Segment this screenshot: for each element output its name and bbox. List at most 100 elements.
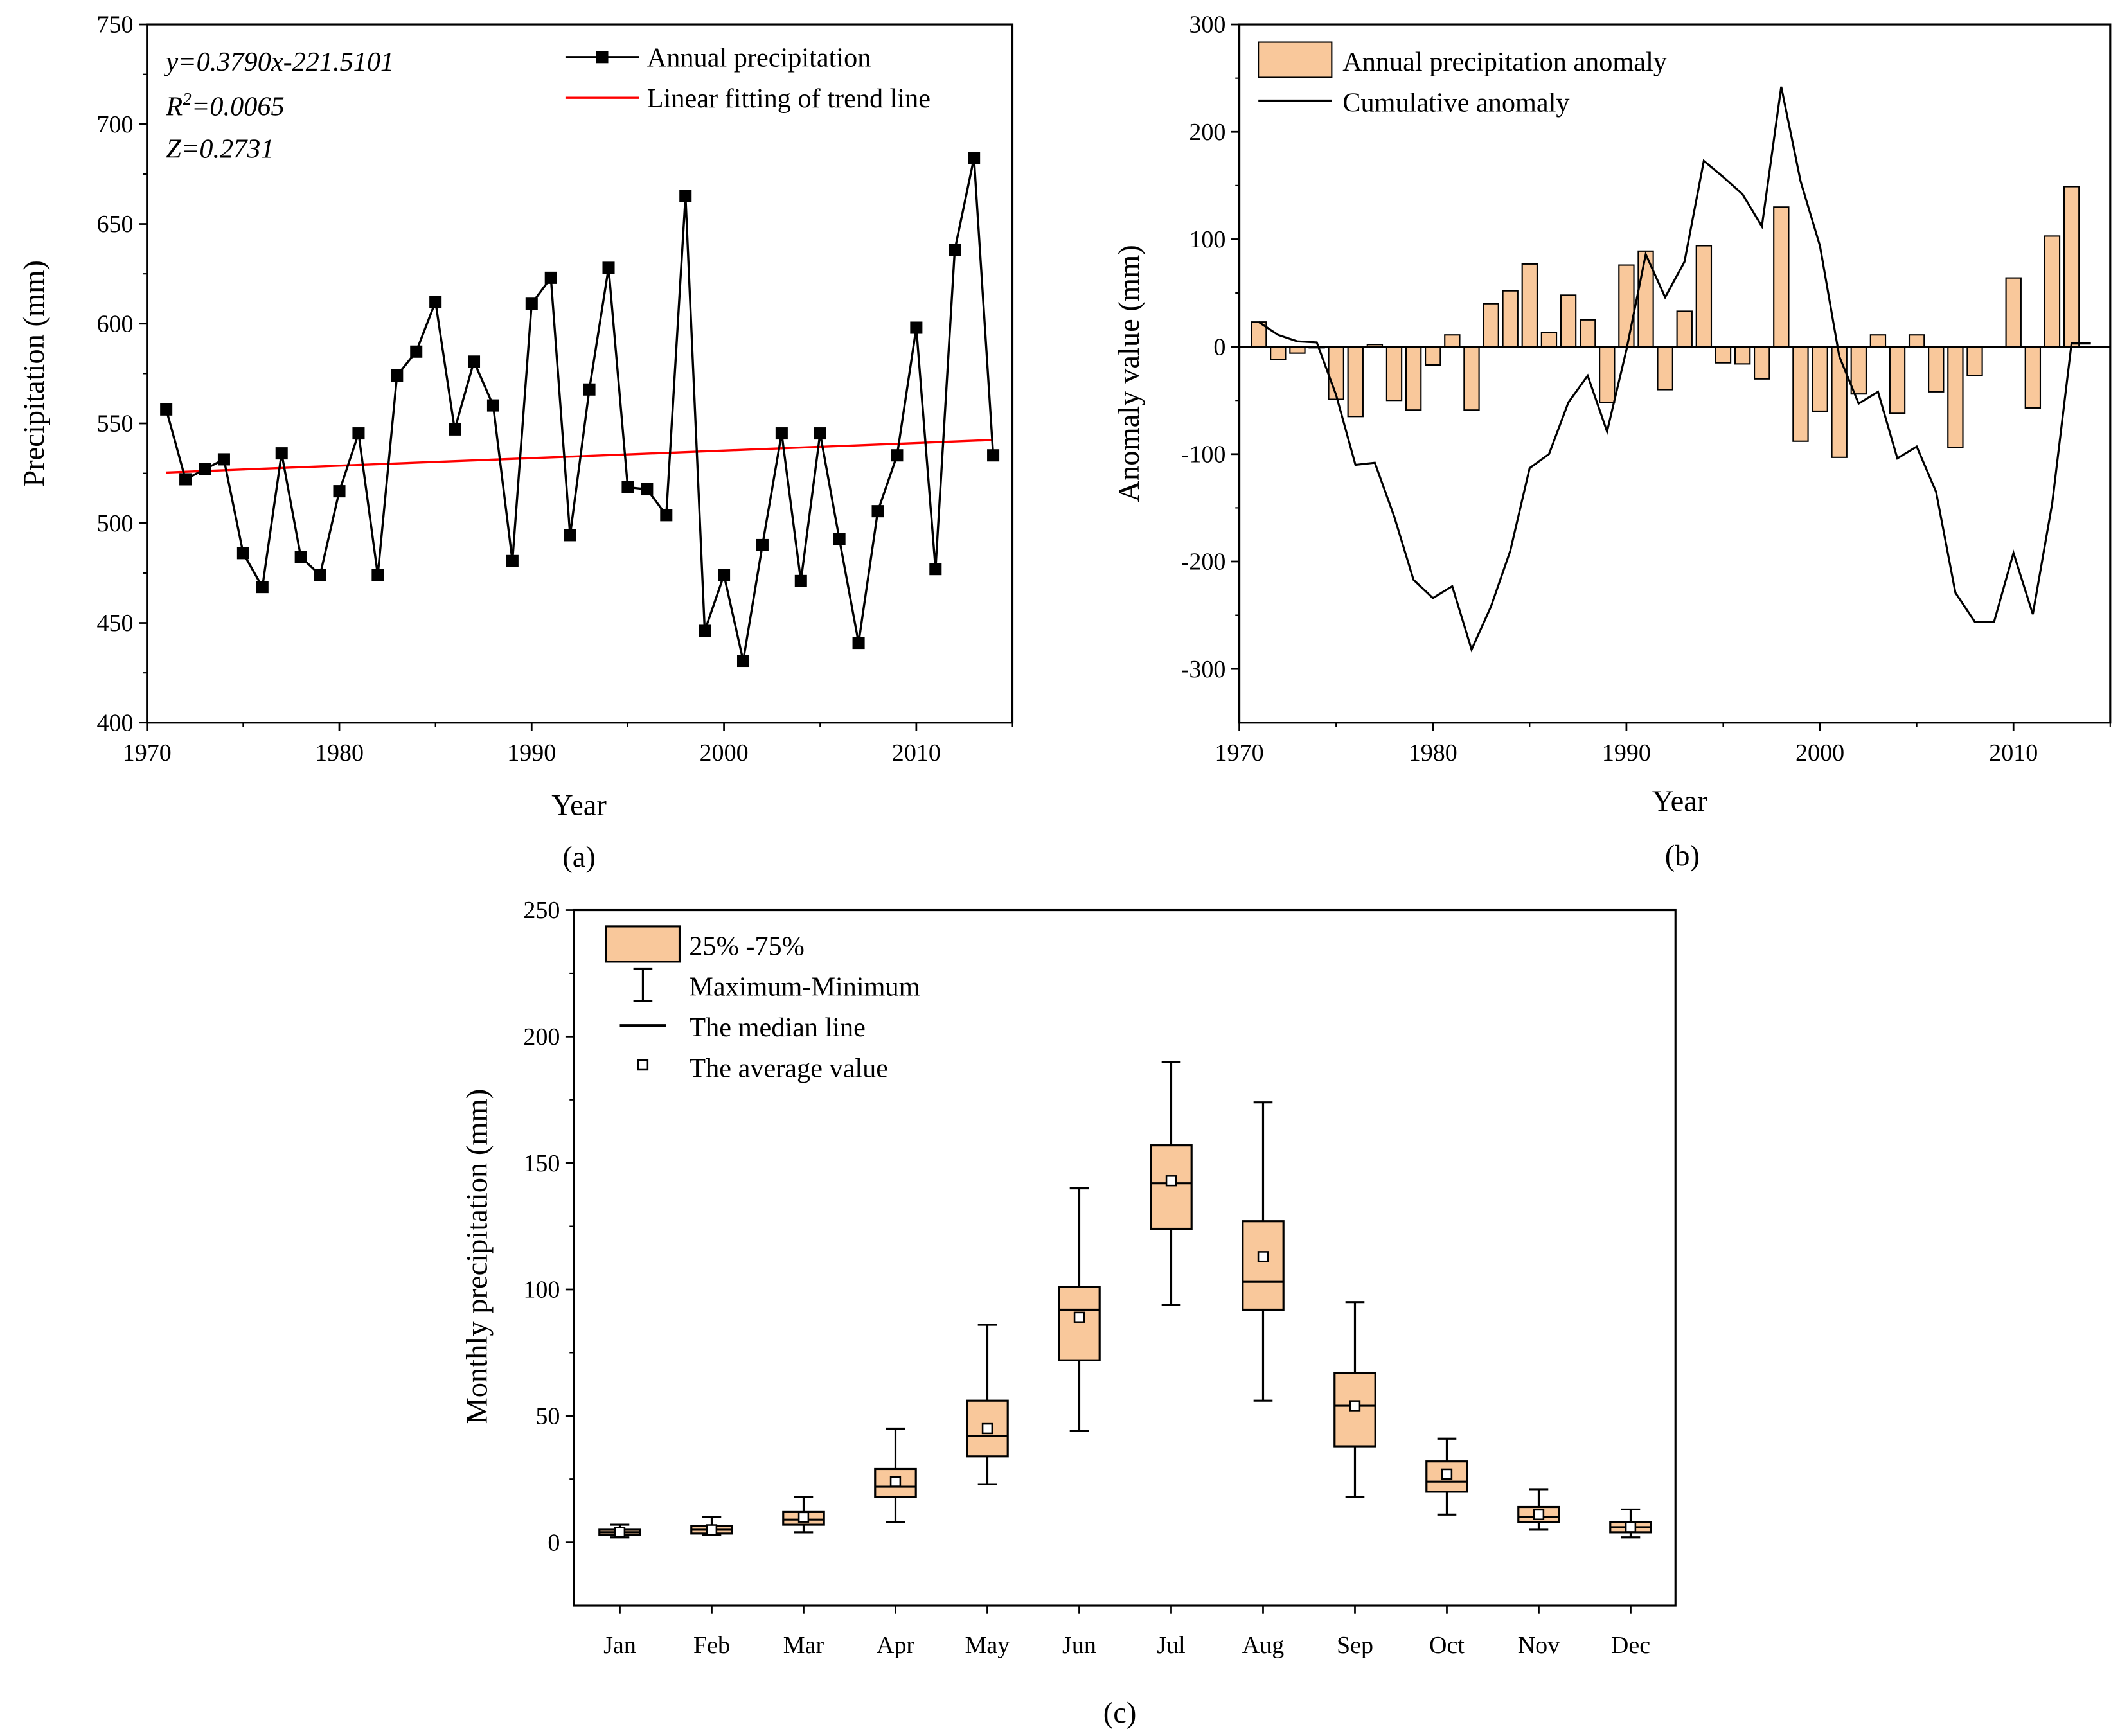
anomaly-bar xyxy=(1463,346,1480,411)
data-point xyxy=(333,485,346,498)
caption: (a) xyxy=(562,841,596,874)
legend-label: The average value xyxy=(689,1054,888,1084)
mean-marker xyxy=(614,1527,626,1538)
iqr-box xyxy=(1150,1144,1193,1230)
x-tick-label: 2000 xyxy=(700,740,749,766)
y-tick-label: 750 xyxy=(97,12,134,39)
y-tick-label: 600 xyxy=(97,310,134,337)
y-axis-label: Precipitation (mm) xyxy=(18,260,51,487)
y-tick-label: 700 xyxy=(97,111,134,138)
y-tick-label: 100 xyxy=(1189,226,1225,253)
anomaly-bar xyxy=(1579,319,1596,348)
caption: (b) xyxy=(1665,840,1700,872)
data-point xyxy=(371,569,384,581)
x-tick-label: Aug xyxy=(1242,1632,1285,1659)
x-tick-label: Mar xyxy=(783,1632,824,1659)
data-point xyxy=(179,473,192,486)
data-point xyxy=(718,569,731,581)
anomaly-bar xyxy=(2005,277,2022,348)
data-point xyxy=(699,624,711,637)
mean-marker xyxy=(981,1422,993,1435)
precipitation-line xyxy=(165,157,995,661)
y-tick-label: 150 xyxy=(523,1150,560,1177)
mean-marker xyxy=(1349,1400,1361,1412)
anomaly-bar xyxy=(1289,346,1306,354)
mean-marker xyxy=(1257,1251,1269,1262)
data-point xyxy=(236,547,249,560)
y-tick-label: 100 xyxy=(523,1277,560,1304)
mean-marker xyxy=(1165,1175,1177,1187)
r-label: R xyxy=(165,92,183,122)
x-tick-label: 1980 xyxy=(1409,740,1457,766)
data-point xyxy=(794,574,807,587)
data-point xyxy=(275,447,288,460)
iqr-box xyxy=(1242,1220,1285,1311)
data-point xyxy=(736,655,750,668)
z-statistic-label: Z=0.2731 xyxy=(166,134,274,164)
anomaly-bar xyxy=(1869,334,1887,348)
data-point xyxy=(294,551,307,563)
anomaly-bar xyxy=(1850,346,1867,395)
data-point xyxy=(544,271,557,284)
y-tick-label: 300 xyxy=(1189,12,1225,39)
mean-marker xyxy=(1441,1468,1453,1480)
anomaly-bar xyxy=(1966,346,1983,376)
data-point xyxy=(871,505,884,518)
x-tick-label: May xyxy=(965,1632,1010,1659)
y-tick-label: -200 xyxy=(1181,549,1226,576)
anomaly-bar xyxy=(1831,346,1848,458)
plot-frame xyxy=(1238,23,2112,724)
data-point xyxy=(314,569,326,581)
data-point xyxy=(891,449,904,462)
mean-marker xyxy=(797,1511,810,1523)
y-tick-label: -100 xyxy=(1181,441,1226,468)
data-point xyxy=(949,244,961,256)
legend-label: 25% -75% xyxy=(689,931,805,961)
data-point xyxy=(987,449,1000,462)
x-tick-label: Feb xyxy=(693,1632,730,1659)
anomaly-bar xyxy=(1502,290,1519,348)
data-point xyxy=(775,427,788,440)
cumulative-anomaly-line xyxy=(1258,86,2091,653)
y-axis-label: Anomaly value (mm) xyxy=(1113,245,1146,502)
data-point xyxy=(833,533,846,545)
data-point xyxy=(641,483,654,496)
data-point xyxy=(256,581,269,594)
legend-label: Annual precipitation anomaly xyxy=(1342,47,1667,77)
r2-value: =0.0065 xyxy=(192,92,285,122)
anomaly-bar xyxy=(1773,206,1790,348)
data-point xyxy=(968,152,981,164)
data-point xyxy=(679,190,692,202)
anomaly-bar xyxy=(1347,346,1364,418)
anomaly-bar xyxy=(1657,346,1673,391)
data-point xyxy=(352,427,365,440)
anomaly-bar xyxy=(1270,346,1287,360)
data-point xyxy=(852,637,865,650)
anomaly-bar xyxy=(1521,263,1538,348)
y-tick-label: 450 xyxy=(97,610,134,637)
data-point xyxy=(449,423,461,436)
data-point xyxy=(602,261,615,274)
legend-label: Annual precipitation xyxy=(647,43,871,73)
legend-label: Linear fitting of trend line xyxy=(647,84,931,114)
anomaly-bar xyxy=(1540,332,1558,348)
anomaly-bar xyxy=(1618,264,1635,348)
x-tick-label: Apr xyxy=(877,1632,914,1659)
anomaly-bar xyxy=(1676,310,1693,348)
anomaly-bar xyxy=(1425,346,1441,366)
data-point xyxy=(410,345,423,358)
anomaly-bar xyxy=(1695,245,1713,348)
data-point xyxy=(217,453,230,466)
x-tick-label: 1990 xyxy=(507,740,556,766)
legend-bar-icon xyxy=(1258,41,1333,78)
x-axis-label: Year xyxy=(1652,785,1707,818)
x-tick-label: 2010 xyxy=(1989,740,2038,766)
data-point xyxy=(506,554,519,567)
y-tick-label: 400 xyxy=(97,709,134,736)
anomaly-bar xyxy=(1928,346,1945,393)
plot-frame xyxy=(146,23,1014,724)
x-tick-label: 1970 xyxy=(1215,740,1264,766)
anomaly-bar xyxy=(2024,346,2042,409)
data-point xyxy=(199,463,211,475)
data-point xyxy=(660,509,673,522)
